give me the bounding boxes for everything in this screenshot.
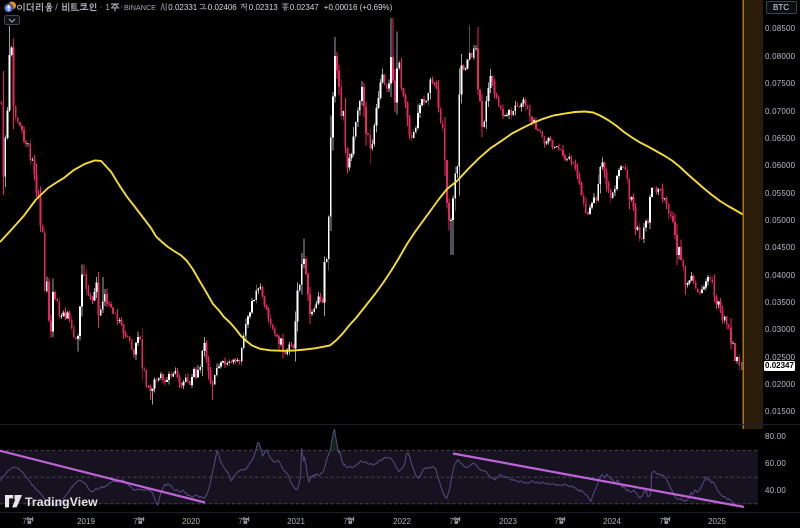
svg-text:2020: 2020	[182, 517, 200, 526]
svg-text:7: 7	[554, 517, 558, 526]
svg-text:2021: 2021	[287, 517, 305, 526]
svg-text:7: 7	[22, 517, 26, 526]
svg-text:·: ·	[121, 2, 124, 12]
svg-text:7: 7	[133, 517, 137, 526]
svg-text:BINANCE: BINANCE	[124, 3, 156, 12]
svg-text:·: ·	[100, 2, 103, 12]
svg-text:2019: 2019	[77, 517, 95, 526]
svg-text:0.02331: 0.02331	[168, 3, 197, 12]
svg-text:7: 7	[343, 517, 347, 526]
svg-text:7: 7	[238, 517, 242, 526]
svg-text:+0.00016 (+0.69%): +0.00016 (+0.69%)	[324, 3, 393, 12]
svg-text:0.02347: 0.02347	[290, 3, 319, 12]
svg-text:0.02313: 0.02313	[249, 3, 278, 12]
svg-text:2022: 2022	[393, 517, 411, 526]
svg-text:2024: 2024	[603, 517, 621, 526]
svg-text:7: 7	[449, 517, 453, 526]
svg-text:2023: 2023	[499, 517, 517, 526]
svg-text:0.02406: 0.02406	[208, 3, 237, 12]
svg-text:/: /	[55, 2, 58, 12]
svg-text:1: 1	[105, 2, 110, 12]
svg-text:7: 7	[659, 517, 663, 526]
svg-text:2025: 2025	[708, 517, 726, 526]
